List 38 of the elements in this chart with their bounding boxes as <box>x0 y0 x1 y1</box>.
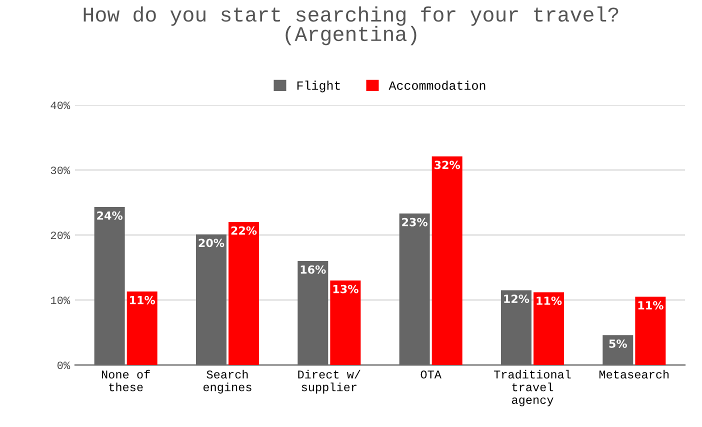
data-label: 20% <box>198 238 224 248</box>
x-tick-label: Traditional travel agency <box>494 370 571 406</box>
bar <box>228 222 260 365</box>
y-tick-label: 30% <box>50 166 70 174</box>
data-label: 11% <box>638 301 664 310</box>
bar <box>298 261 328 365</box>
data-label: 12% <box>504 294 530 304</box>
bar <box>126 292 158 365</box>
x-tick-label: None of these <box>102 370 150 392</box>
data-label: 22% <box>231 226 257 235</box>
y-tick-label: 0% <box>57 362 70 370</box>
bar <box>432 156 462 365</box>
chart-title: How do you start searching for your travel? (Argentina) <box>84 6 618 46</box>
bar <box>534 292 564 365</box>
data-label: 11% <box>536 296 562 305</box>
bar <box>94 207 125 365</box>
bar <box>635 296 666 365</box>
data-label: 32% <box>434 160 460 170</box>
legend-label: Accommodation <box>388 80 486 90</box>
y-tick-label: 40% <box>50 102 70 110</box>
legend-label: Flight <box>297 80 340 92</box>
x-tick-label: Search engines <box>203 370 252 394</box>
data-label: 16% <box>300 265 326 274</box>
bar <box>500 290 532 365</box>
y-tick-label: 10% <box>50 296 70 304</box>
y-tick-label: 20% <box>50 232 70 240</box>
data-label: 23% <box>402 218 428 226</box>
x-tick-label: Direct w/ supplier <box>298 370 360 394</box>
data-label: 13% <box>333 284 358 294</box>
bar <box>399 214 430 365</box>
x-tick-label: Metasearch <box>599 370 669 379</box>
x-tick-label: OTA <box>420 370 442 379</box>
bar <box>330 280 361 365</box>
bar <box>602 335 634 365</box>
data-label: 5% <box>609 339 627 348</box>
data-label: 11% <box>130 296 156 304</box>
bar <box>196 234 226 365</box>
data-label: 24% <box>97 211 123 220</box>
